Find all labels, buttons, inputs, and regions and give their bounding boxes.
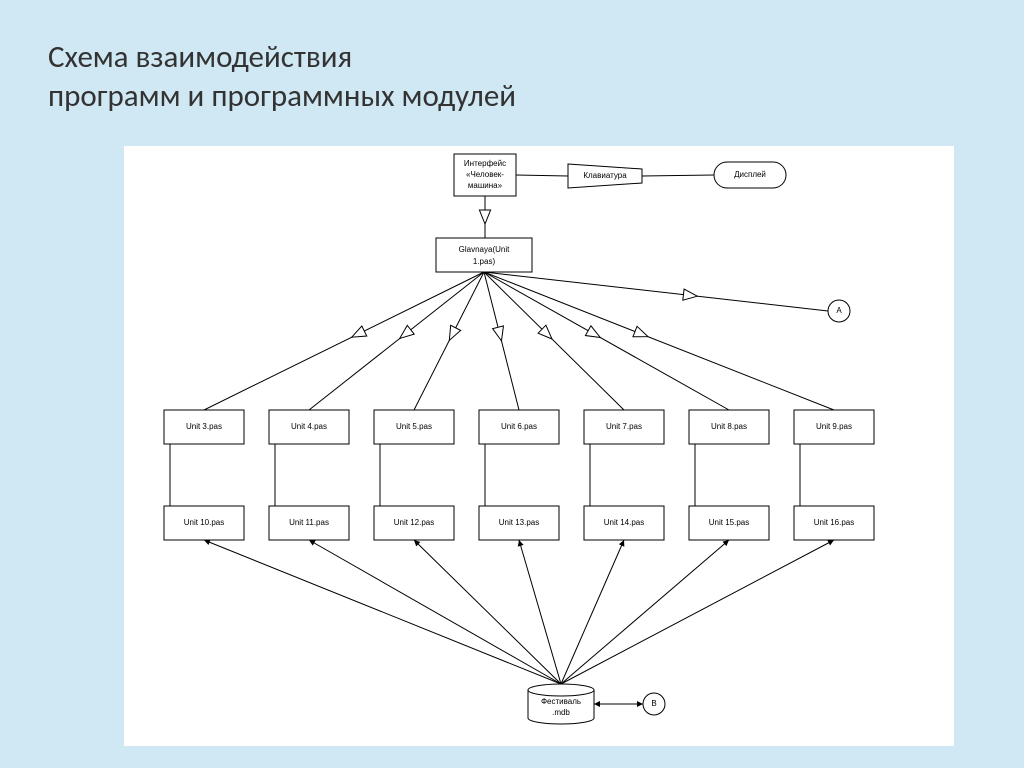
svg-text:Unit 6.pas: Unit 6.pas	[501, 422, 537, 431]
svg-text:Unit 14.pas: Unit 14.pas	[604, 518, 644, 527]
svg-text:Unit 11.pas: Unit 11.pas	[289, 518, 329, 527]
svg-text:Unit 8.pas: Unit 8.pas	[711, 422, 747, 431]
svg-text:Unit 13.pas: Unit 13.pas	[499, 518, 539, 527]
svg-text:Unit 3.pas: Unit 3.pas	[186, 422, 222, 431]
svg-text:Unit 5.pas: Unit 5.pas	[396, 422, 432, 431]
slide-title: Схема взаимодействия программ и программ…	[48, 38, 516, 116]
svg-text:Интерфейс: Интерфейс	[464, 159, 506, 168]
svg-text:1.pas): 1.pas)	[473, 257, 496, 266]
svg-text:«Человек-: «Человек-	[466, 170, 504, 179]
svg-text:Unit 16.pas: Unit 16.pas	[814, 518, 854, 527]
title-line-1: Схема взаимодействия	[48, 38, 352, 76]
diagram-svg: Интерфейс «Человек-машина» Клавиатура Диспл…	[124, 146, 954, 746]
svg-text:Дисплей: Дисплей	[734, 170, 766, 179]
svg-text:Unit 4.pas: Unit 4.pas	[291, 422, 327, 431]
diagram-panel: Интерфейс «Человек-машина» Клавиатура Диспл…	[124, 146, 954, 746]
svg-text:Фестиваль: Фестиваль	[541, 697, 581, 706]
svg-text:Glavnaya(Unit: Glavnaya(Unit	[459, 245, 510, 254]
svg-text:.mdb: .mdb	[552, 708, 570, 717]
svg-text:B: B	[651, 699, 656, 708]
title-line-2: программ и программных модулей	[48, 77, 516, 115]
svg-text:A: A	[836, 306, 842, 315]
svg-text:Unit 12.pas: Unit 12.pas	[394, 518, 434, 527]
svg-text:Unit 10.pas: Unit 10.pas	[184, 518, 224, 527]
svg-text:Unit 15.pas: Unit 15.pas	[709, 518, 749, 527]
svg-text:Unit 9.pas: Unit 9.pas	[816, 422, 852, 431]
svg-text:машина»: машина»	[468, 181, 503, 190]
svg-text:Клавиатура: Клавиатура	[583, 171, 627, 180]
svg-text:Unit 7.pas: Unit 7.pas	[606, 422, 642, 431]
